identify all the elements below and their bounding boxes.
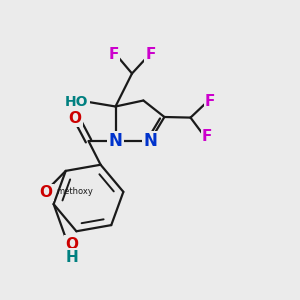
Text: F: F [205,94,215,110]
Text: N: N [143,132,157,150]
Text: H: H [66,250,79,265]
Text: F: F [109,46,119,62]
Text: O: O [68,111,82,126]
Text: methoxy: methoxy [56,188,93,196]
Text: HO: HO [65,95,88,109]
Text: N: N [109,132,122,150]
Text: F: F [202,129,212,144]
Text: O: O [65,237,78,252]
Text: O: O [39,185,52,200]
Text: F: F [146,47,156,62]
